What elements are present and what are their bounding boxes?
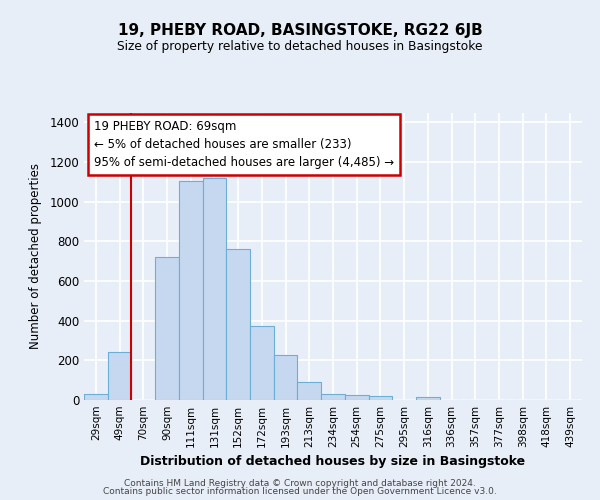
Bar bbox=[416, 397, 440, 400]
Text: Contains HM Land Registry data © Crown copyright and database right 2024.: Contains HM Land Registry data © Crown c… bbox=[124, 478, 476, 488]
Y-axis label: Number of detached properties: Number of detached properties bbox=[29, 163, 43, 350]
Bar bbox=[298, 382, 321, 400]
X-axis label: Distribution of detached houses by size in Basingstoke: Distribution of detached houses by size … bbox=[140, 456, 526, 468]
Bar bbox=[179, 181, 203, 400]
Bar bbox=[226, 250, 250, 400]
Bar bbox=[321, 394, 345, 400]
Text: 19, PHEBY ROAD, BASINGSTOKE, RG22 6JB: 19, PHEBY ROAD, BASINGSTOKE, RG22 6JB bbox=[118, 22, 482, 38]
Text: Size of property relative to detached houses in Basingstoke: Size of property relative to detached ho… bbox=[117, 40, 483, 53]
Bar bbox=[250, 326, 274, 400]
Text: 19 PHEBY ROAD: 69sqm
← 5% of detached houses are smaller (233)
95% of semi-detac: 19 PHEBY ROAD: 69sqm ← 5% of detached ho… bbox=[94, 120, 394, 168]
Bar bbox=[155, 257, 179, 400]
Bar bbox=[345, 395, 368, 400]
Bar bbox=[274, 356, 298, 400]
Bar bbox=[368, 396, 392, 400]
Bar bbox=[203, 178, 226, 400]
Bar bbox=[84, 394, 108, 400]
Text: Contains public sector information licensed under the Open Government Licence v3: Contains public sector information licen… bbox=[103, 487, 497, 496]
Bar bbox=[108, 352, 131, 400]
